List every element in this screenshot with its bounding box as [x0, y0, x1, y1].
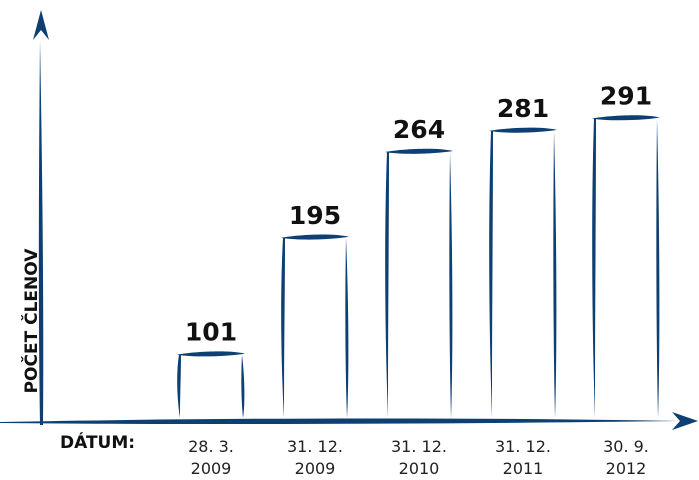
x-tick-label: 31. 12. 2009 — [287, 437, 343, 478]
data-label: 264 — [393, 115, 445, 144]
bar-left-edge — [592, 118, 596, 418]
y-axis-arrow-icon — [33, 10, 49, 40]
bar-top-edge — [281, 234, 349, 240]
bar — [489, 127, 557, 418]
bar-body — [491, 130, 555, 418]
x-axis-label: DÁTUM: — [60, 431, 135, 453]
bar-left-edge — [385, 152, 389, 418]
x-axis-arrow-icon — [672, 412, 698, 430]
bar-left-edge — [281, 237, 285, 418]
x-tick-labels-group: 28. 3. 2009 31. 12. 2009 31. 12. 2010 31. 12. 2… — [188, 437, 649, 478]
y-axis — [38, 40, 44, 425]
bar-right-edge — [241, 354, 245, 418]
y-axis-label: POČET ČLENOV — [20, 248, 42, 394]
bar-right-edge — [553, 130, 557, 418]
x-tick-label: 31. 12. 2011 — [495, 437, 551, 478]
bar-top-edge — [177, 351, 245, 357]
bar-right-edge — [345, 237, 349, 418]
value-labels-group: 101 195 264 281 291 — [185, 81, 652, 346]
x-tick-label: 30. 9. 2012 — [603, 437, 649, 478]
bar-right-edge — [449, 152, 453, 418]
bar-body — [179, 354, 243, 418]
bar-body — [387, 152, 451, 418]
bar-left-edge — [489, 130, 493, 418]
data-label: 101 — [185, 318, 237, 347]
data-label: 195 — [289, 201, 341, 230]
bar-body — [283, 237, 347, 418]
bar-top-edge — [592, 115, 660, 121]
bar — [592, 115, 660, 418]
bar — [385, 148, 453, 418]
bar-left-edge — [177, 354, 181, 418]
x-tick-label: 31. 12. 2010 — [391, 437, 447, 478]
x-axis — [0, 418, 680, 425]
bar-body — [594, 118, 658, 418]
bar — [177, 351, 245, 418]
bar-right-edge — [656, 118, 660, 418]
data-label: 281 — [497, 94, 549, 123]
bar-top-edge — [489, 127, 557, 133]
data-label: 291 — [600, 81, 652, 110]
x-tick-label: 28. 3. 2009 — [188, 437, 234, 478]
bar-top-edge — [385, 148, 453, 154]
bars-group — [177, 115, 660, 418]
bar — [281, 234, 349, 418]
